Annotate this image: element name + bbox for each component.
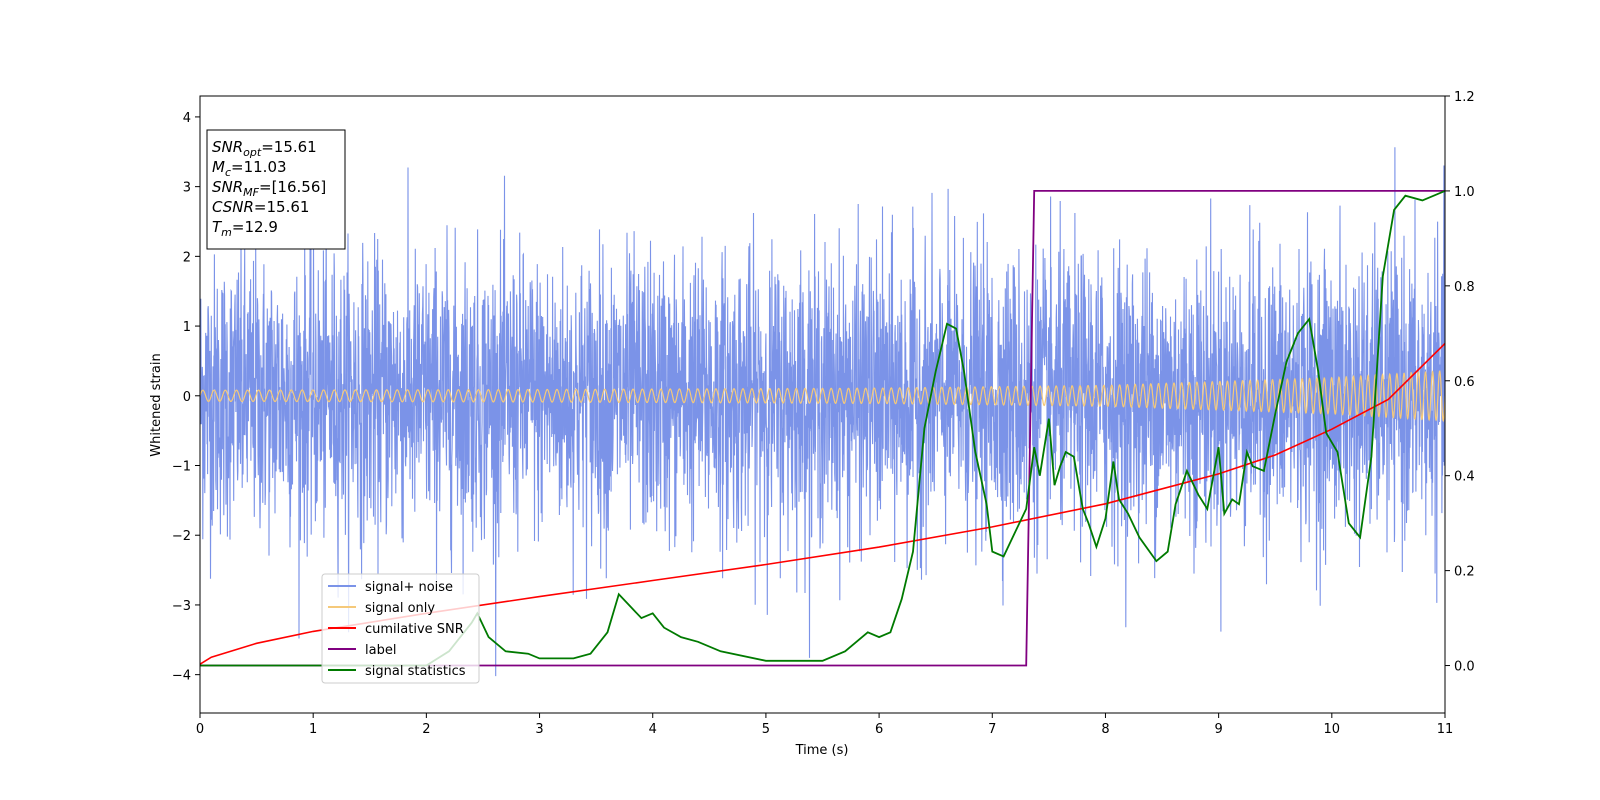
x-tick-label: 6: [875, 722, 883, 737]
x-tick-label: 1: [309, 722, 317, 737]
x-tick-label: 11: [1437, 722, 1454, 737]
x-tick-label: 8: [1101, 722, 1109, 737]
legend-label: cumilative SNR: [365, 622, 464, 637]
series-line-signal-statistics: [200, 190, 1445, 667]
x-tick-label: 4: [649, 722, 657, 737]
y2-tick-label: 0.4: [1454, 470, 1475, 485]
info-line: SNRopt=15.61: [212, 138, 317, 159]
x-tick-label: 0: [196, 722, 204, 737]
series-line-signal-only: [200, 370, 1445, 423]
x-tick-label: 2: [422, 722, 430, 737]
y-axis-label: Whitened strain: [149, 353, 164, 456]
series-line-cumilative-snr: [200, 342, 1445, 665]
info-line: CSNR=15.61: [212, 198, 309, 216]
legend-label: signal only: [365, 601, 435, 616]
y-tick-label: −2: [172, 529, 191, 544]
y2-tick-label: 0.0: [1454, 660, 1475, 675]
x-tick-label: 9: [1214, 722, 1222, 737]
info-line: Mc=11.03: [212, 158, 287, 179]
y2-tick-label: 0.8: [1454, 280, 1475, 295]
info-line: Tm=12.9: [212, 218, 278, 239]
legend-frame: [321, 573, 480, 684]
y-tick-label: 3: [183, 181, 191, 196]
ticks: 0 1 2 3 4 5 6 7 8 9 10 1143210−1−2−3−41.21.00.80.60…: [172, 90, 1475, 737]
y-tick-label: −3: [172, 599, 191, 614]
y2-tick-label: 1.2: [1454, 90, 1475, 105]
y2-tick-label: 0.6: [1454, 375, 1475, 390]
series-line-label: [200, 190, 1445, 667]
y-tick-label: −4: [172, 669, 191, 684]
y-tick-label: 1: [183, 320, 191, 335]
info-line: SNRMF=[16.56]: [212, 178, 326, 199]
axes-frame: [199, 95, 1446, 714]
y-tick-label: 4: [183, 111, 191, 126]
legend-label: signal+ noise: [365, 580, 453, 595]
y2-tick-label: 0.2: [1454, 565, 1475, 580]
x-tick-label: 7: [988, 722, 996, 737]
y2-tick-label: 1.0: [1454, 185, 1475, 200]
legend-label: label: [365, 643, 396, 658]
legend-label: signal statistics: [365, 664, 466, 679]
x-tick-label: 3: [535, 722, 543, 737]
y-tick-label: 2: [183, 250, 191, 265]
x-tick-label: 5: [762, 722, 770, 737]
x-axis-label: Time (s): [795, 743, 849, 758]
y-tick-label: −1: [172, 460, 191, 475]
legend: signal+ noise signal only cumilative SNR la…: [321, 573, 480, 684]
x-tick-label: 10: [1324, 722, 1341, 737]
info-box-frame: [206, 129, 346, 250]
series-line-signal-noise: [200, 147, 1445, 677]
y-tick-label: 0: [183, 390, 191, 405]
plot-area: [200, 147, 1445, 677]
info-box: SNRopt=15.61Mc=11.03SNRMF=[16.56]CSNR=15…: [206, 129, 346, 250]
